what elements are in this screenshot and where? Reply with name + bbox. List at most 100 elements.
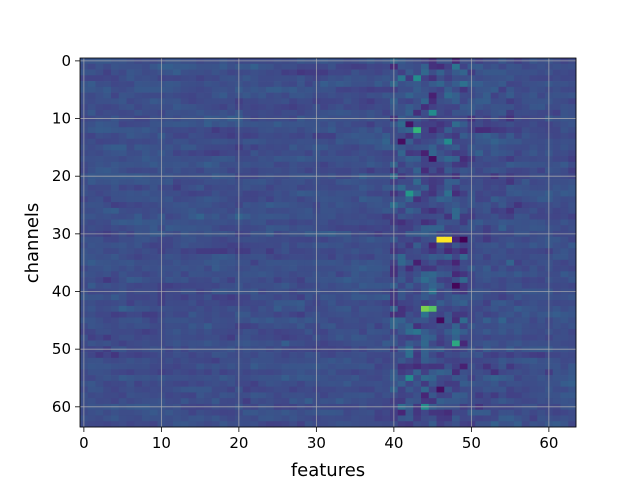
heatmap-cell [297, 271, 306, 278]
heatmap-cell [351, 127, 360, 134]
heatmap-cell [483, 277, 492, 284]
heatmap-cell [304, 398, 313, 405]
heatmap-cell [304, 380, 313, 387]
heatmap-cell [537, 282, 546, 289]
heatmap-cell [529, 161, 538, 168]
heatmap-cell [413, 305, 422, 313]
heatmap-cell [374, 375, 383, 382]
heatmap-cell [413, 104, 422, 111]
heatmap-cell [359, 127, 368, 134]
x-tick-label: 0 [79, 434, 89, 452]
heatmap-cell [118, 81, 127, 88]
heatmap-cell [343, 323, 352, 330]
heatmap-cell [366, 150, 375, 157]
heatmap-cell [266, 311, 275, 318]
heatmap-cell [126, 242, 135, 249]
heatmap-cell [297, 236, 306, 243]
heatmap-cell [452, 277, 461, 284]
heatmap-cell [521, 184, 530, 191]
heatmap-cell [413, 196, 422, 203]
heatmap-cell [188, 340, 197, 347]
heatmap-cell [134, 236, 143, 243]
heatmap-cell [328, 144, 337, 151]
heatmap-cell [111, 196, 120, 203]
heatmap-cell [568, 81, 577, 88]
heatmap-cell [374, 282, 383, 289]
heatmap-cell [196, 311, 205, 318]
heatmap-cell [428, 161, 437, 168]
heatmap-cell [506, 219, 515, 226]
heatmap-cell [366, 369, 375, 376]
heatmap-cell [537, 132, 546, 140]
heatmap-cell [529, 323, 538, 330]
heatmap-cell [196, 156, 205, 163]
heatmap-cell [568, 167, 577, 174]
heatmap-cell [304, 150, 313, 157]
heatmap-cell [405, 380, 414, 387]
heatmap-cell [219, 340, 228, 347]
heatmap-cell [95, 156, 104, 163]
heatmap-cell [219, 248, 228, 255]
heatmap-cell [227, 190, 236, 197]
heatmap-cell [405, 219, 414, 226]
heatmap-cell [452, 98, 461, 105]
heatmap-cell [266, 259, 275, 266]
heatmap-cell [552, 127, 561, 134]
heatmap-cell [351, 167, 360, 174]
heatmap-cell [483, 375, 492, 382]
heatmap-cell [382, 202, 391, 209]
heatmap-cell [328, 219, 337, 226]
heatmap-cell [118, 127, 127, 134]
heatmap-cell [382, 196, 391, 203]
heatmap-cell [506, 75, 515, 82]
heatmap-cell [211, 380, 220, 387]
heatmap-cell [343, 282, 352, 289]
heatmap-cell [382, 236, 391, 243]
heatmap-cell [475, 225, 484, 232]
heatmap-cell [413, 138, 422, 145]
heatmap-cell [258, 363, 267, 370]
heatmap-cell [397, 150, 406, 157]
heatmap-cell [552, 81, 561, 88]
heatmap-cell [343, 121, 352, 128]
heatmap-cell [452, 121, 461, 128]
heatmap-cell [219, 81, 228, 88]
heatmap-cell [444, 340, 453, 347]
heatmap-cell [219, 265, 228, 272]
heatmap-cell [359, 138, 368, 145]
heatmap-cell [266, 375, 275, 382]
heatmap-cell [560, 277, 569, 284]
heatmap-cell [126, 196, 135, 203]
heatmap-cell [227, 375, 236, 382]
heatmap-cell [428, 150, 437, 157]
heatmap-cell [204, 282, 213, 289]
heatmap-cell [421, 75, 430, 82]
heatmap-cell [126, 63, 135, 70]
heatmap-cell [444, 104, 453, 111]
heatmap-cell [266, 357, 275, 364]
heatmap-cell [374, 317, 383, 324]
heatmap-cell [304, 392, 313, 399]
heatmap-cell [196, 334, 205, 341]
heatmap-cell [242, 277, 251, 284]
heatmap-cell [343, 150, 352, 157]
heatmap-cell [320, 184, 329, 191]
heatmap-cell [537, 184, 546, 191]
heatmap-cell [506, 323, 515, 330]
heatmap-cell [328, 357, 337, 364]
heatmap-cell [304, 369, 313, 376]
heatmap-cell [459, 323, 468, 330]
heatmap-cell [211, 219, 220, 226]
heatmap-cell [142, 328, 151, 336]
heatmap-cell [413, 340, 422, 347]
heatmap-cell [173, 184, 182, 191]
heatmap-cell [335, 259, 344, 266]
heatmap-cell [242, 305, 251, 313]
heatmap-cell [452, 375, 461, 382]
heatmap-cell [180, 357, 189, 364]
y-tick-label: 50 [52, 340, 71, 358]
heatmap-cell [118, 92, 127, 99]
heatmap-cell [529, 277, 538, 284]
heatmap-cell [180, 156, 189, 163]
heatmap-cell [211, 352, 220, 359]
